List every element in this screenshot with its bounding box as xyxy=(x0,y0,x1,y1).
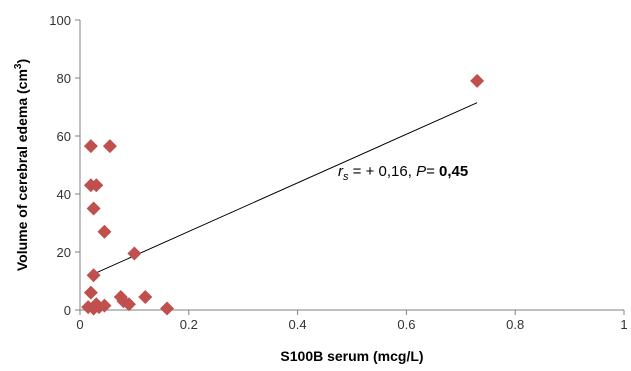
x-tick-label: 0.6 xyxy=(397,317,415,332)
data-points xyxy=(81,73,485,316)
y-ticks: 0 20 40 60 80 100 xyxy=(49,13,80,318)
y-tick-label: 80 xyxy=(57,71,71,86)
data-point xyxy=(97,224,112,239)
data-point xyxy=(83,139,98,154)
y-tick-label: 40 xyxy=(57,187,71,202)
p-symbol: P xyxy=(416,163,426,180)
x-tick-label: 0.2 xyxy=(180,317,198,332)
data-point xyxy=(470,73,485,88)
y-tick-label: 100 xyxy=(49,13,71,28)
x-tick-label: 0.8 xyxy=(506,317,524,332)
r-value-text: = + 0,16, xyxy=(349,163,417,180)
data-point xyxy=(127,246,142,261)
x-tick-label: 1 xyxy=(620,317,627,332)
r-symbol: r xyxy=(338,163,344,180)
y-tick-label: 60 xyxy=(57,129,71,144)
p-value: 0,45 xyxy=(439,163,468,180)
data-point xyxy=(160,301,175,316)
p-equals: = xyxy=(426,163,439,180)
trendline xyxy=(90,102,478,276)
y-tick-label: 0 xyxy=(64,303,71,318)
y-title-end: ) xyxy=(14,59,30,64)
data-point xyxy=(116,294,131,309)
x-ticks: 0 0.2 0.4 0.6 0.8 1 xyxy=(76,310,628,332)
x-axis-title: S100B serum (mcg/L) xyxy=(280,348,423,364)
x-tick-label: 0 xyxy=(76,317,83,332)
x-tick-label: 0.4 xyxy=(289,317,307,332)
y-title-main: Volume of cerebral edema (cm xyxy=(14,69,30,271)
data-point xyxy=(86,268,101,283)
r-subscript: s xyxy=(343,171,349,183)
y-tick-label: 20 xyxy=(57,245,71,260)
correlation-annotation: rs = + 0,16, P= 0,45 xyxy=(338,163,468,183)
data-point xyxy=(86,201,101,216)
data-point xyxy=(138,289,153,304)
y-title-sup: 3 xyxy=(13,63,24,69)
y-axis-title: Volume of cerebral edema (cm3) xyxy=(13,59,30,271)
data-point xyxy=(83,285,98,300)
data-point xyxy=(121,297,136,312)
data-point xyxy=(89,178,104,193)
axes: 0 0.2 0.4 0.6 0.8 1 0 20 40 60 80 100 xyxy=(49,13,627,332)
data-point xyxy=(102,139,117,154)
data-point xyxy=(97,298,112,313)
